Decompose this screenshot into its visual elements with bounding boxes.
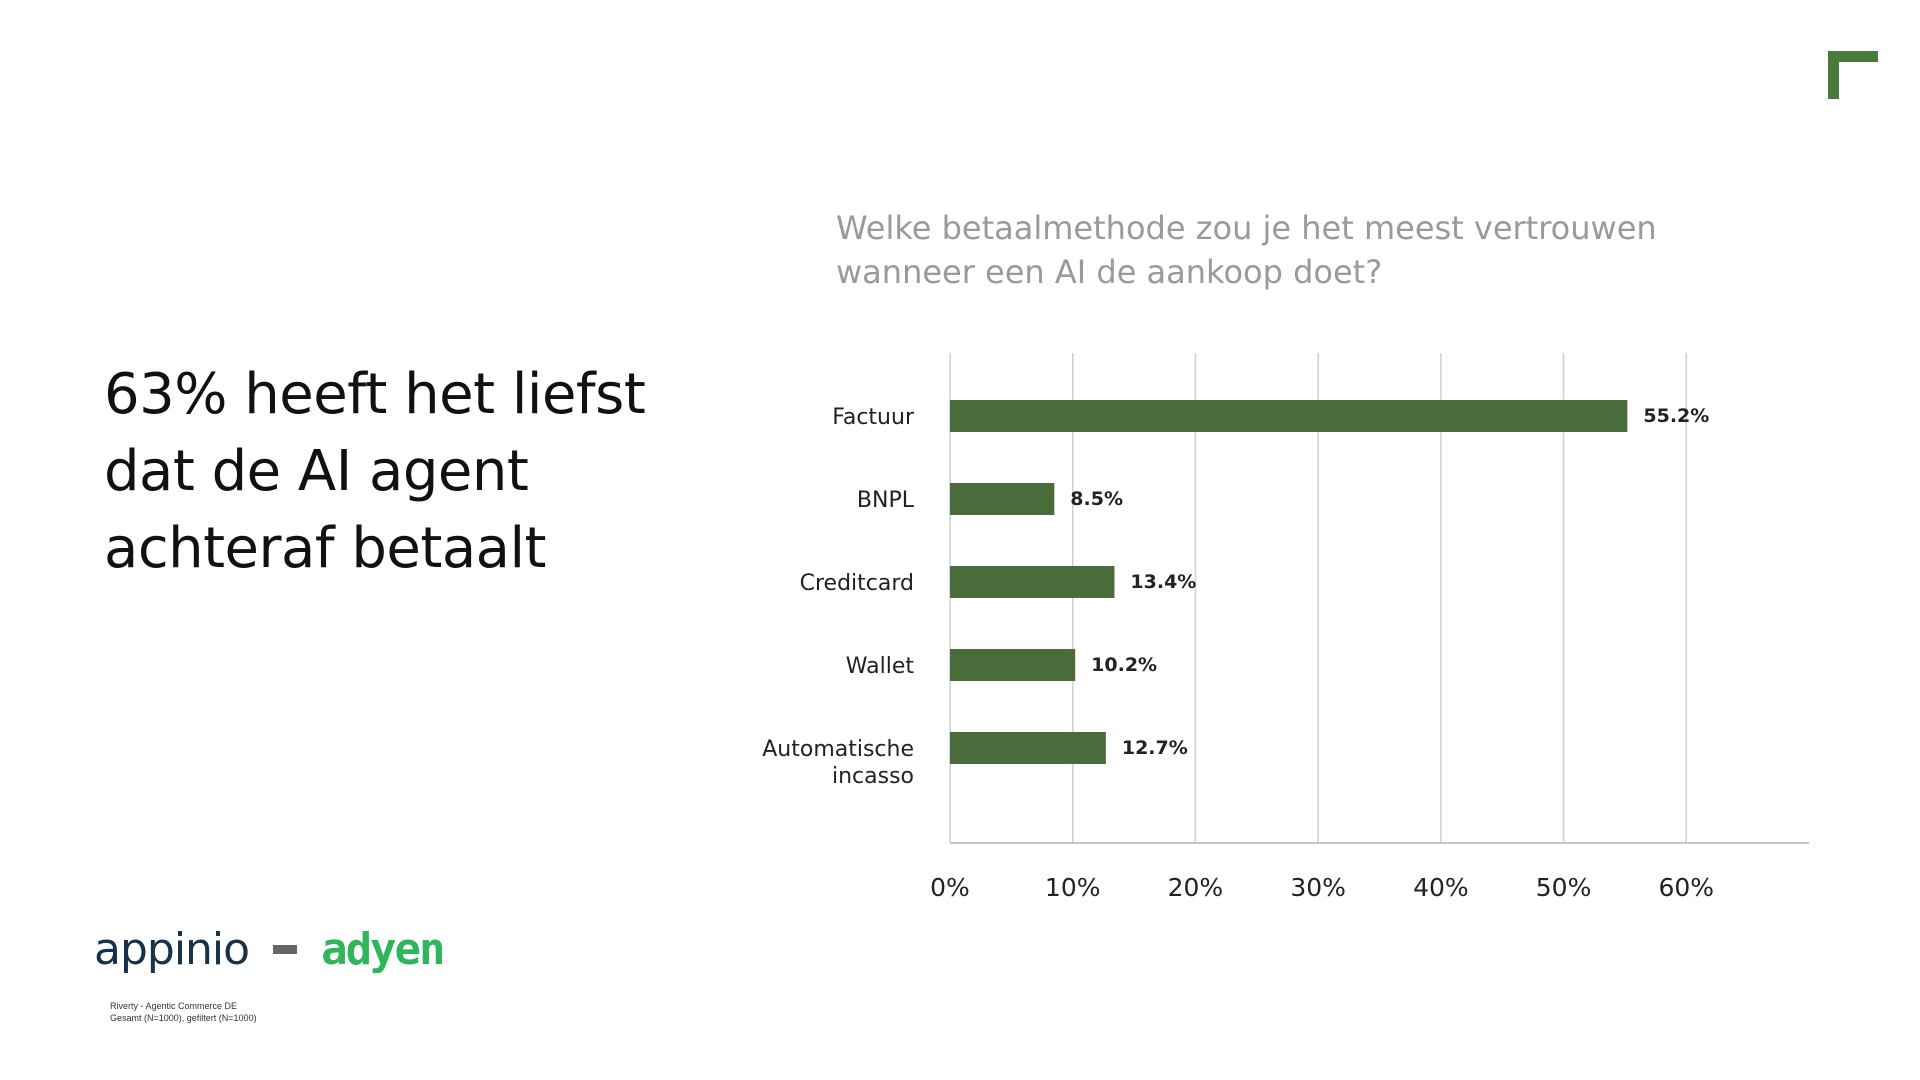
x-tick-label: 60% bbox=[1658, 873, 1714, 902]
bar bbox=[950, 483, 1055, 515]
adyen-logo: adyen bbox=[321, 924, 445, 975]
headline-line: dat de AI agent bbox=[104, 439, 529, 504]
bar bbox=[950, 649, 1076, 681]
chart-title-line: wanneer een AI de aankoop doet? bbox=[836, 253, 1383, 291]
chart-title: Welke betaalmethode zou je het meest ver… bbox=[836, 206, 1736, 294]
category-label: Factuur bbox=[832, 405, 915, 430]
category-label: BNPL bbox=[857, 488, 915, 513]
headline: 63% heeft het liefst dat de AI agent ach… bbox=[104, 356, 704, 587]
bar bbox=[950, 400, 1628, 432]
footnote-line: Riverty - Agentic Commerce DE bbox=[110, 1001, 238, 1011]
x-tick-label: 20% bbox=[1168, 873, 1224, 902]
category-label: Automatische bbox=[762, 737, 914, 762]
x-tick-label: 40% bbox=[1413, 873, 1469, 902]
headline-line: 63% heeft het liefst bbox=[104, 362, 646, 427]
logo-separator bbox=[273, 945, 298, 954]
data-label: 10.2% bbox=[1091, 654, 1157, 676]
data-label: 55.2% bbox=[1643, 405, 1709, 427]
headline-line: achteraf betaalt bbox=[104, 516, 546, 581]
x-tick-label: 0% bbox=[930, 873, 970, 902]
category-label: incasso bbox=[832, 764, 914, 789]
logos: appinio adyen bbox=[94, 924, 446, 975]
chart-title-line: Welke betaalmethode zou je het meest ver… bbox=[836, 209, 1657, 247]
x-tick-label: 30% bbox=[1290, 873, 1346, 902]
corner-bracket-logo bbox=[1828, 51, 1878, 99]
x-tick-label: 10% bbox=[1045, 873, 1101, 902]
data-label: 8.5% bbox=[1070, 488, 1123, 510]
bar bbox=[950, 732, 1106, 764]
footnote: Riverty - Agentic Commerce DE Gesamt (N=… bbox=[110, 1000, 257, 1024]
data-label: 12.7% bbox=[1122, 737, 1188, 759]
x-tick-label: 50% bbox=[1536, 873, 1592, 902]
category-label: Creditcard bbox=[800, 571, 914, 596]
appinio-logo: appinio bbox=[94, 924, 250, 975]
bar bbox=[950, 566, 1115, 598]
footnote-line: Gesamt (N=1000), gefiltert (N=1000) bbox=[110, 1013, 257, 1023]
data-label: 13.4% bbox=[1130, 571, 1196, 593]
category-label: Wallet bbox=[846, 654, 915, 679]
